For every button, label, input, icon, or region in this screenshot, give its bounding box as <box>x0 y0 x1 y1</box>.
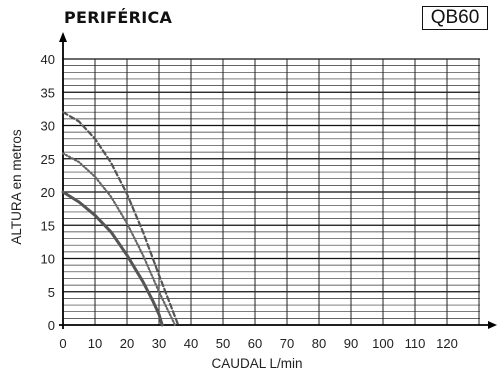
x-axis-arrow <box>488 321 497 329</box>
x-tick-label: 20 <box>120 336 134 351</box>
y-tick-label: 10 <box>41 252 55 267</box>
x-tick-label: 50 <box>216 336 230 351</box>
y-tick-label: 40 <box>41 52 55 67</box>
x-tick-label: 30 <box>152 336 166 351</box>
x-tick-label: 80 <box>312 336 326 351</box>
axes <box>59 32 497 329</box>
x-tick-label: 110 <box>405 336 426 351</box>
y-tick-label: 35 <box>41 85 55 100</box>
x-tick-label: 70 <box>280 336 294 351</box>
y-tick-label: 20 <box>41 185 55 200</box>
y-axis-arrow <box>59 32 67 42</box>
x-tick-label: 0 <box>59 336 66 351</box>
x-tick-label: 60 <box>248 336 262 351</box>
x-tick-label: 10 <box>88 336 102 351</box>
x-tick-label: 100 <box>372 336 394 351</box>
x-tick-label: 120 <box>436 336 458 351</box>
y-axis-label: ALTURA en metros <box>9 129 24 245</box>
x-tick-label: 40 <box>184 336 198 351</box>
y-tick-label: 30 <box>41 119 55 134</box>
x-axis-label: CAUDAL L/min <box>211 356 302 371</box>
x-tick-label: 90 <box>344 336 358 351</box>
y-tick-label: 0 <box>48 318 55 333</box>
y-tick-label: 15 <box>41 218 55 233</box>
y-tick-label: 25 <box>41 152 55 167</box>
y-tick-label: 5 <box>48 285 55 300</box>
tick-labels: 0 5 10 15 20 25 30 35 40 0 10 20 30 40 50 60 70 80 90 100 11… <box>41 52 458 351</box>
